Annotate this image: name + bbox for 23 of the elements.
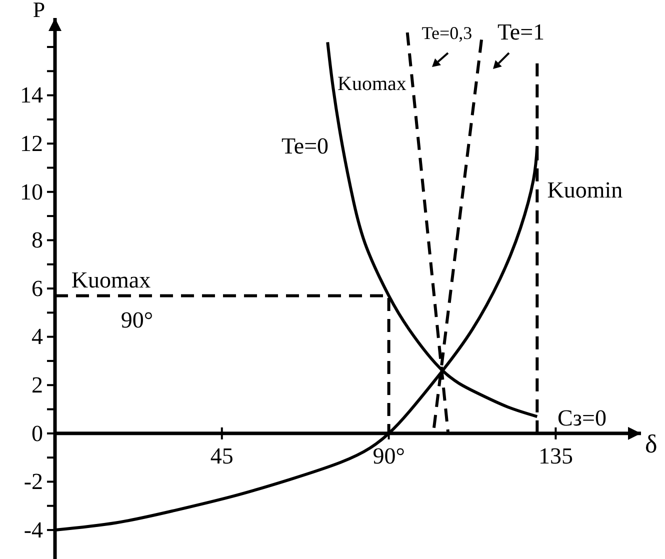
y-tick-label: 10 (20, 179, 43, 204)
annotation: Te=0,3 (422, 23, 472, 43)
y-tick-label: 14 (20, 82, 44, 108)
y-tick-label: -2 (24, 469, 43, 494)
x-tick-label: 45 (210, 444, 234, 469)
y-tick-label: 8 (32, 228, 43, 253)
annotation: Te=0 (281, 134, 329, 158)
y-tick-label: 6 (32, 276, 43, 301)
y-tick-label: -4 (24, 517, 44, 542)
y-axis-title: P (32, 0, 46, 22)
annotation: Kuomax (71, 268, 152, 292)
annotation: 90° (120, 308, 154, 332)
annotation: Te=1 (497, 20, 545, 44)
y-tick-label: 2 (32, 372, 43, 398)
y-tick-label: 0 (32, 420, 43, 446)
x-tick-label: 90° (372, 444, 405, 469)
x-axis-title: δ (645, 429, 658, 458)
y-tick-label: 12 (20, 130, 43, 156)
annotation: Cз=0 (558, 406, 606, 430)
annotation: Kuomax (338, 73, 406, 95)
annotation: Kuomin (547, 178, 624, 202)
y-tick-label: 4 (32, 324, 44, 350)
x-tick-label: 135 (538, 444, 573, 469)
